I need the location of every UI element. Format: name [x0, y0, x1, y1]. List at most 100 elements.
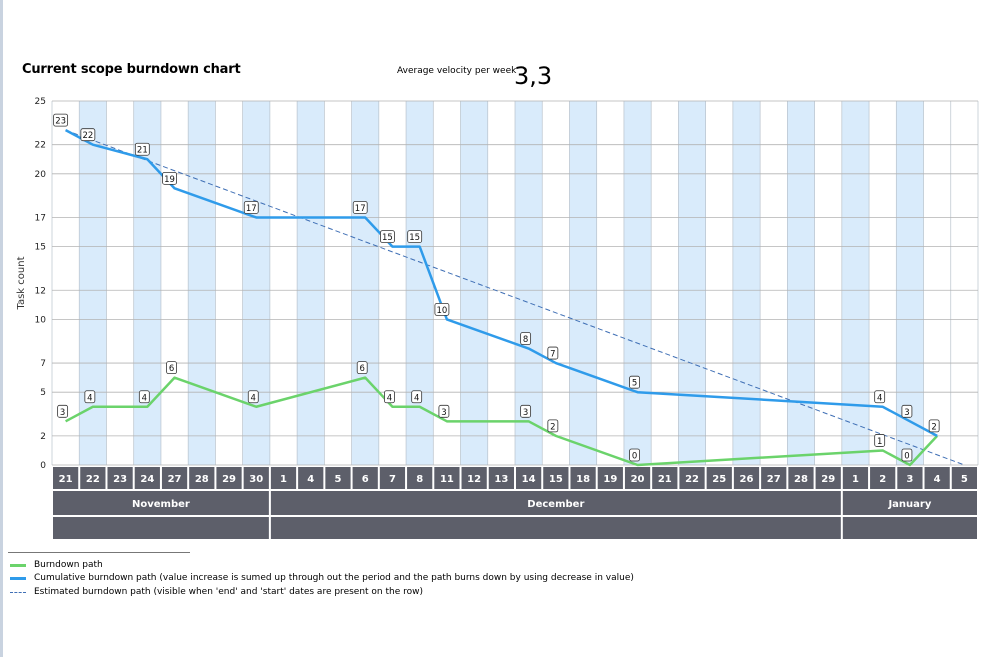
day-tick-label: 8 [416, 474, 423, 485]
value-label-text: 6 [169, 364, 174, 374]
day-tick-label: 28 [195, 474, 209, 485]
value-label-box [243, 201, 259, 214]
value-label-box [520, 404, 532, 418]
day-column-band [188, 101, 216, 465]
day-tick-label: 11 [440, 474, 454, 485]
day-tick-label: 2 [879, 474, 886, 485]
burndown-value-label: 6 [356, 361, 368, 374]
day-tick-label: 22 [86, 474, 100, 485]
y-tick-label: 15 [35, 243, 46, 253]
day-tick-label: 29 [821, 474, 835, 485]
value-label-box [874, 434, 886, 447]
velocity-value: 3,3 [514, 62, 553, 90]
value-label-text: 8 [523, 335, 528, 345]
day-tick-label: 1 [852, 474, 859, 485]
day-cell [951, 467, 977, 489]
day-tick-label: 7 [389, 474, 396, 485]
day-tick-label: 25 [712, 474, 726, 485]
month-band-lower [270, 517, 841, 539]
day-column-band [896, 101, 924, 465]
day-cell [80, 467, 106, 489]
value-label-text: 0 [904, 452, 909, 462]
day-tick-label: 12 [467, 474, 481, 485]
value-label-box [874, 390, 886, 404]
day-cell [570, 467, 596, 489]
day-cell [243, 467, 269, 489]
value-label-text: 3 [523, 408, 528, 418]
y-tick-label: 22 [35, 141, 46, 151]
value-label-box [434, 302, 450, 316]
day-cell [516, 467, 542, 489]
estimated-swatch [10, 591, 26, 593]
legend-label-burndown: Burndown path [34, 560, 103, 570]
month-band-lower [842, 517, 977, 539]
legend-separator [8, 552, 190, 553]
day-cell [161, 467, 188, 489]
day-column-band [678, 101, 706, 465]
value-label-text: 5 [632, 379, 637, 389]
value-label-box [247, 390, 259, 404]
cumulative-swatch [10, 576, 26, 580]
day-column-band [732, 101, 761, 465]
day-cell [788, 467, 814, 489]
day-tick-label: 27 [767, 474, 781, 485]
day-column-band [133, 101, 161, 465]
y-axis-label: Task count [16, 256, 27, 310]
day-tick-label: 14 [522, 474, 536, 485]
day-cell [815, 467, 841, 489]
value-label-box [629, 375, 640, 389]
value-label-box [547, 419, 559, 433]
burndown-swatch [10, 563, 26, 567]
day-cell [107, 467, 133, 489]
day-cell [624, 467, 651, 489]
value-label-box [901, 404, 913, 418]
cumulative-value-label: 5 [629, 375, 640, 389]
cumulative-value-label: 17 [243, 201, 259, 214]
month-label: November [132, 499, 190, 510]
burndown-value-label: 4 [247, 390, 259, 404]
day-cell [407, 467, 433, 489]
burndown-value-label: 3 [57, 404, 69, 418]
day-column-band [351, 101, 379, 465]
day-cell [134, 467, 160, 489]
value-label-text: 0 [632, 452, 637, 462]
day-tick-label: 28 [794, 474, 808, 485]
y-tick-label: 0 [40, 461, 46, 471]
day-cell [842, 467, 869, 489]
day-cell [870, 467, 896, 489]
value-label-box [438, 404, 450, 418]
value-label-text: 4 [251, 393, 256, 403]
day-tick-label: 18 [576, 474, 590, 485]
day-tick-label: 26 [740, 474, 754, 485]
day-tick-label: 24 [140, 474, 154, 485]
burndown-value-label: 3 [438, 404, 450, 418]
day-column-band [623, 101, 652, 465]
month-label: January [887, 499, 931, 510]
day-tick-label: 5 [961, 474, 968, 485]
day-cell [924, 467, 950, 489]
day-column-band [242, 101, 270, 465]
value-label-text: 15 [409, 233, 420, 243]
value-label-box [380, 230, 395, 244]
day-cell [379, 467, 406, 489]
value-label-box [162, 171, 177, 185]
day-cell [488, 467, 514, 489]
day-cell [761, 467, 787, 489]
burndown-value-label: 6 [166, 361, 177, 374]
burndown-path-line [65, 376, 939, 467]
value-label-text: 4 [142, 393, 147, 403]
cumulative-value-label: 21 [134, 142, 150, 156]
day-cell [652, 467, 678, 489]
day-cell [53, 467, 79, 489]
value-label-text: 1 [877, 437, 882, 447]
value-label-text: 3 [60, 408, 65, 418]
value-label-text: 4 [87, 393, 92, 403]
day-column-band [406, 101, 434, 465]
y-tick-label: 10 [35, 315, 47, 325]
day-tick-label: 3 [906, 474, 913, 485]
value-label-text: 19 [164, 175, 175, 185]
y-tick-label: 12 [35, 286, 46, 296]
day-cell [298, 467, 324, 489]
velocity-label: Average velocity per week [397, 66, 517, 76]
